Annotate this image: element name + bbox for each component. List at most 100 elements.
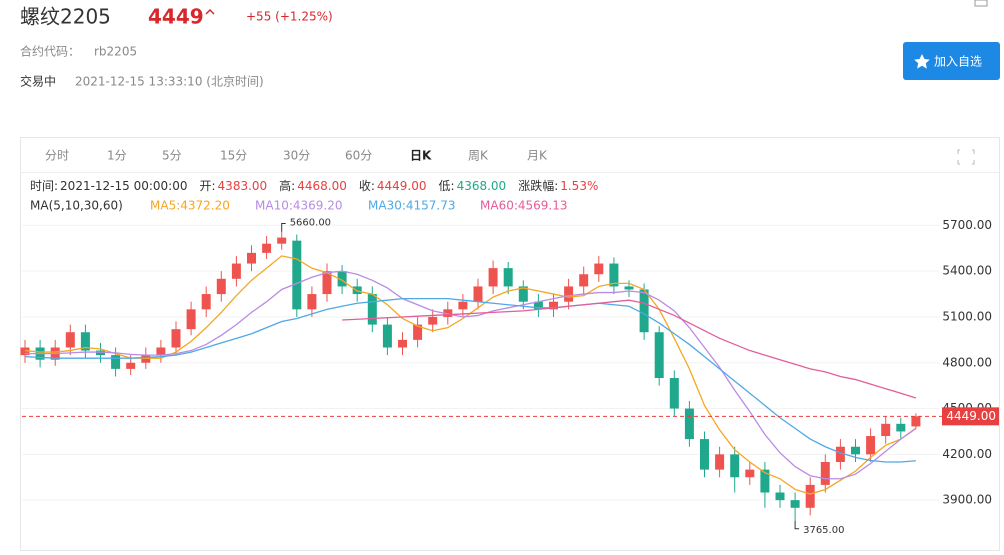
tab[interactable]: 30分 (283, 149, 310, 163)
info-value: 1.53% (560, 179, 598, 193)
button-label[interactable]: 加入自选 (934, 55, 982, 69)
tab[interactable]: 15分 (220, 149, 247, 163)
candle-body (700, 439, 709, 470)
plot: 3900.004200.004500.004800.005100.005400.… (20, 217, 999, 536)
candle-body (609, 263, 619, 287)
max-label: 5660.00 (290, 217, 331, 228)
candle-body (533, 301, 543, 310)
y-tick-label: 4800.00 (942, 355, 992, 369)
ma-label: MA(5,10,30,60) (30, 199, 123, 213)
button-bg[interactable] (903, 42, 1000, 80)
candle-body (307, 294, 317, 310)
info-label: 高: (279, 178, 295, 193)
ma-line (25, 270, 917, 480)
code-label: 合约代码： (20, 44, 80, 59)
tab[interactable]: 60分 (345, 149, 372, 163)
candle-body (639, 289, 649, 333)
candle-body (141, 355, 151, 363)
legend-entry: MA5:4372.20 (150, 199, 230, 213)
max-marker (281, 222, 286, 232)
candle-body (231, 263, 241, 279)
candle-body (851, 446, 860, 455)
legend-entry: MA60:4569.13 (480, 199, 568, 213)
candle-body (322, 271, 332, 295)
candle-body (775, 492, 785, 501)
candle-body (911, 416, 921, 427)
candle-body (730, 454, 740, 478)
candle-body (684, 408, 694, 440)
candle-body (337, 271, 347, 287)
legend-entry: MA30:4157.73 (368, 199, 456, 213)
candle-body (247, 252, 256, 264)
y-tick-label: 4200.00 (942, 447, 992, 461)
tab[interactable]: 1分 (107, 149, 127, 163)
candle-body (624, 286, 634, 290)
candle-body (715, 454, 725, 470)
candle-body (201, 294, 211, 310)
info-label: 低: (439, 179, 455, 193)
candle-body (126, 362, 136, 369)
corner-icon[interactable] (974, 0, 988, 7)
star-icon[interactable] (914, 54, 930, 69)
status: 交易中 (20, 74, 56, 89)
candle-body (820, 461, 830, 485)
tabs: 分时 1分 5分 15分 30分 60分 日K 周K 月K (45, 149, 548, 163)
candle-body (80, 332, 90, 351)
candle-body (805, 484, 815, 508)
info-value: 2021-12-15 00:00:00 (60, 179, 187, 193)
candle-body (216, 278, 226, 295)
y-tick-label: 3900.00 (942, 493, 992, 507)
tab[interactable]: 日K (410, 149, 432, 163)
tab[interactable]: 月K (527, 149, 548, 163)
candle-body (654, 332, 664, 379)
candle-body (579, 274, 589, 287)
info-line: 时间: 2021-12-15 00:00:00 开: 4383.00 高: 4468.00… (30, 178, 598, 193)
tab[interactable]: 周K (468, 149, 489, 163)
candle-body (881, 423, 891, 437)
info-label: 时间: (30, 179, 58, 193)
candle-body (398, 339, 407, 348)
info-value: 4383.00 (218, 179, 268, 193)
y-tick-label: 5700.00 (942, 218, 992, 232)
candle-body (428, 316, 438, 325)
add-button[interactable]: 加入自选 (903, 42, 1000, 80)
candle-body (96, 350, 105, 356)
info-value: 4449.00 (377, 179, 427, 193)
candle-body (594, 263, 604, 275)
candle-body (171, 329, 181, 348)
candle-body (564, 286, 574, 302)
info-label: 开: (200, 179, 216, 193)
time: 2021-12-15 13:33:10 (北京时间) (75, 75, 264, 89)
price: 4449 (148, 5, 204, 29)
candle-body (292, 240, 302, 310)
candle-body (549, 301, 558, 310)
info-value: 4468.00 (297, 179, 347, 193)
y-tick-label: 5100.00 (942, 309, 992, 323)
fullscreen-icon[interactable] (957, 149, 975, 165)
candle-body (503, 268, 513, 287)
tab[interactable]: 5分 (162, 149, 182, 163)
last-price-label: 4449.00 (946, 409, 996, 423)
y-tick-label: 5400.00 (942, 264, 992, 278)
last-price-box (942, 407, 999, 426)
info-label: 涨跌幅: (518, 178, 558, 193)
candle-body (760, 469, 770, 493)
candle-body (866, 436, 876, 455)
code: rb2205 (94, 45, 137, 59)
candle-body (745, 469, 755, 478)
candle-body (277, 237, 287, 244)
candle-body (186, 309, 196, 330)
candle-body (473, 286, 483, 302)
info-value: 4368.00 (457, 179, 507, 193)
up-icon (205, 8, 215, 15)
candle-body (458, 301, 468, 310)
candle-body (790, 500, 800, 508)
candle-body (518, 286, 528, 302)
candle-body (896, 423, 906, 432)
candle-body (413, 324, 423, 340)
ma-line (342, 299, 917, 399)
tab[interactable]: 分时 (45, 149, 69, 163)
candle-body (669, 378, 679, 409)
contract-name: 螺纹2205 (20, 5, 111, 29)
